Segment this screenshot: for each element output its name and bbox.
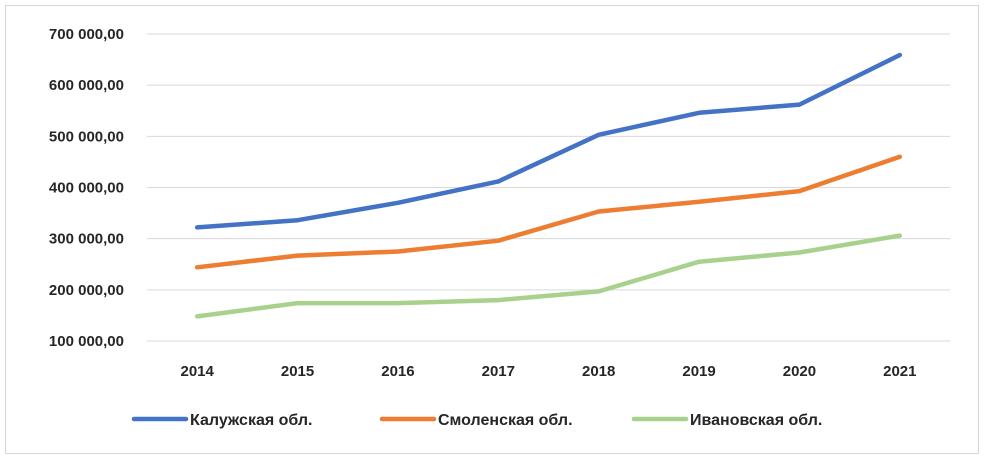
y-axis-tick-labels: 100 000,00 200 000,00 300 000,00 400 000,00…: [49, 26, 124, 350]
series-lines: [194, 52, 903, 319]
x-tick-label: 2017: [482, 363, 515, 380]
chart-area: [5, 5, 979, 454]
y-tick-label: 200 000,00: [49, 282, 124, 299]
series-line: [194, 154, 903, 270]
y-tick-label: 400 000,00: [49, 180, 124, 197]
x-tick-label: 2014: [181, 363, 215, 380]
series-line: [194, 233, 903, 319]
x-tick-label: 2018: [582, 363, 615, 380]
x-tick-label: 2021: [883, 363, 916, 380]
x-tick-label: 2016: [381, 363, 414, 380]
legend-label: Калужская обл.: [190, 412, 313, 429]
x-axis-tick-labels: 2014 2015 2016 2017 2018 2019 2020 2021: [181, 363, 917, 380]
y-tick-label: 100 000,00: [49, 333, 124, 350]
y-tick-label: 500 000,00: [49, 128, 124, 145]
y-tick-label: 300 000,00: [49, 231, 124, 248]
series-line: [194, 52, 903, 230]
x-tick-label: 2015: [281, 363, 314, 380]
y-tick-label: 600 000,00: [49, 77, 124, 94]
x-tick-label: 2019: [682, 363, 715, 380]
legend-label: Смоленская обл.: [438, 412, 573, 429]
gridlines: [147, 33, 950, 342]
legend-label: Ивановская обл.: [690, 412, 822, 429]
x-tick-label: 2020: [783, 363, 816, 380]
legend: Калужская обл. Смоленская обл. Ивановская …: [131, 412, 822, 429]
y-tick-label: 700 000,00: [49, 26, 124, 43]
